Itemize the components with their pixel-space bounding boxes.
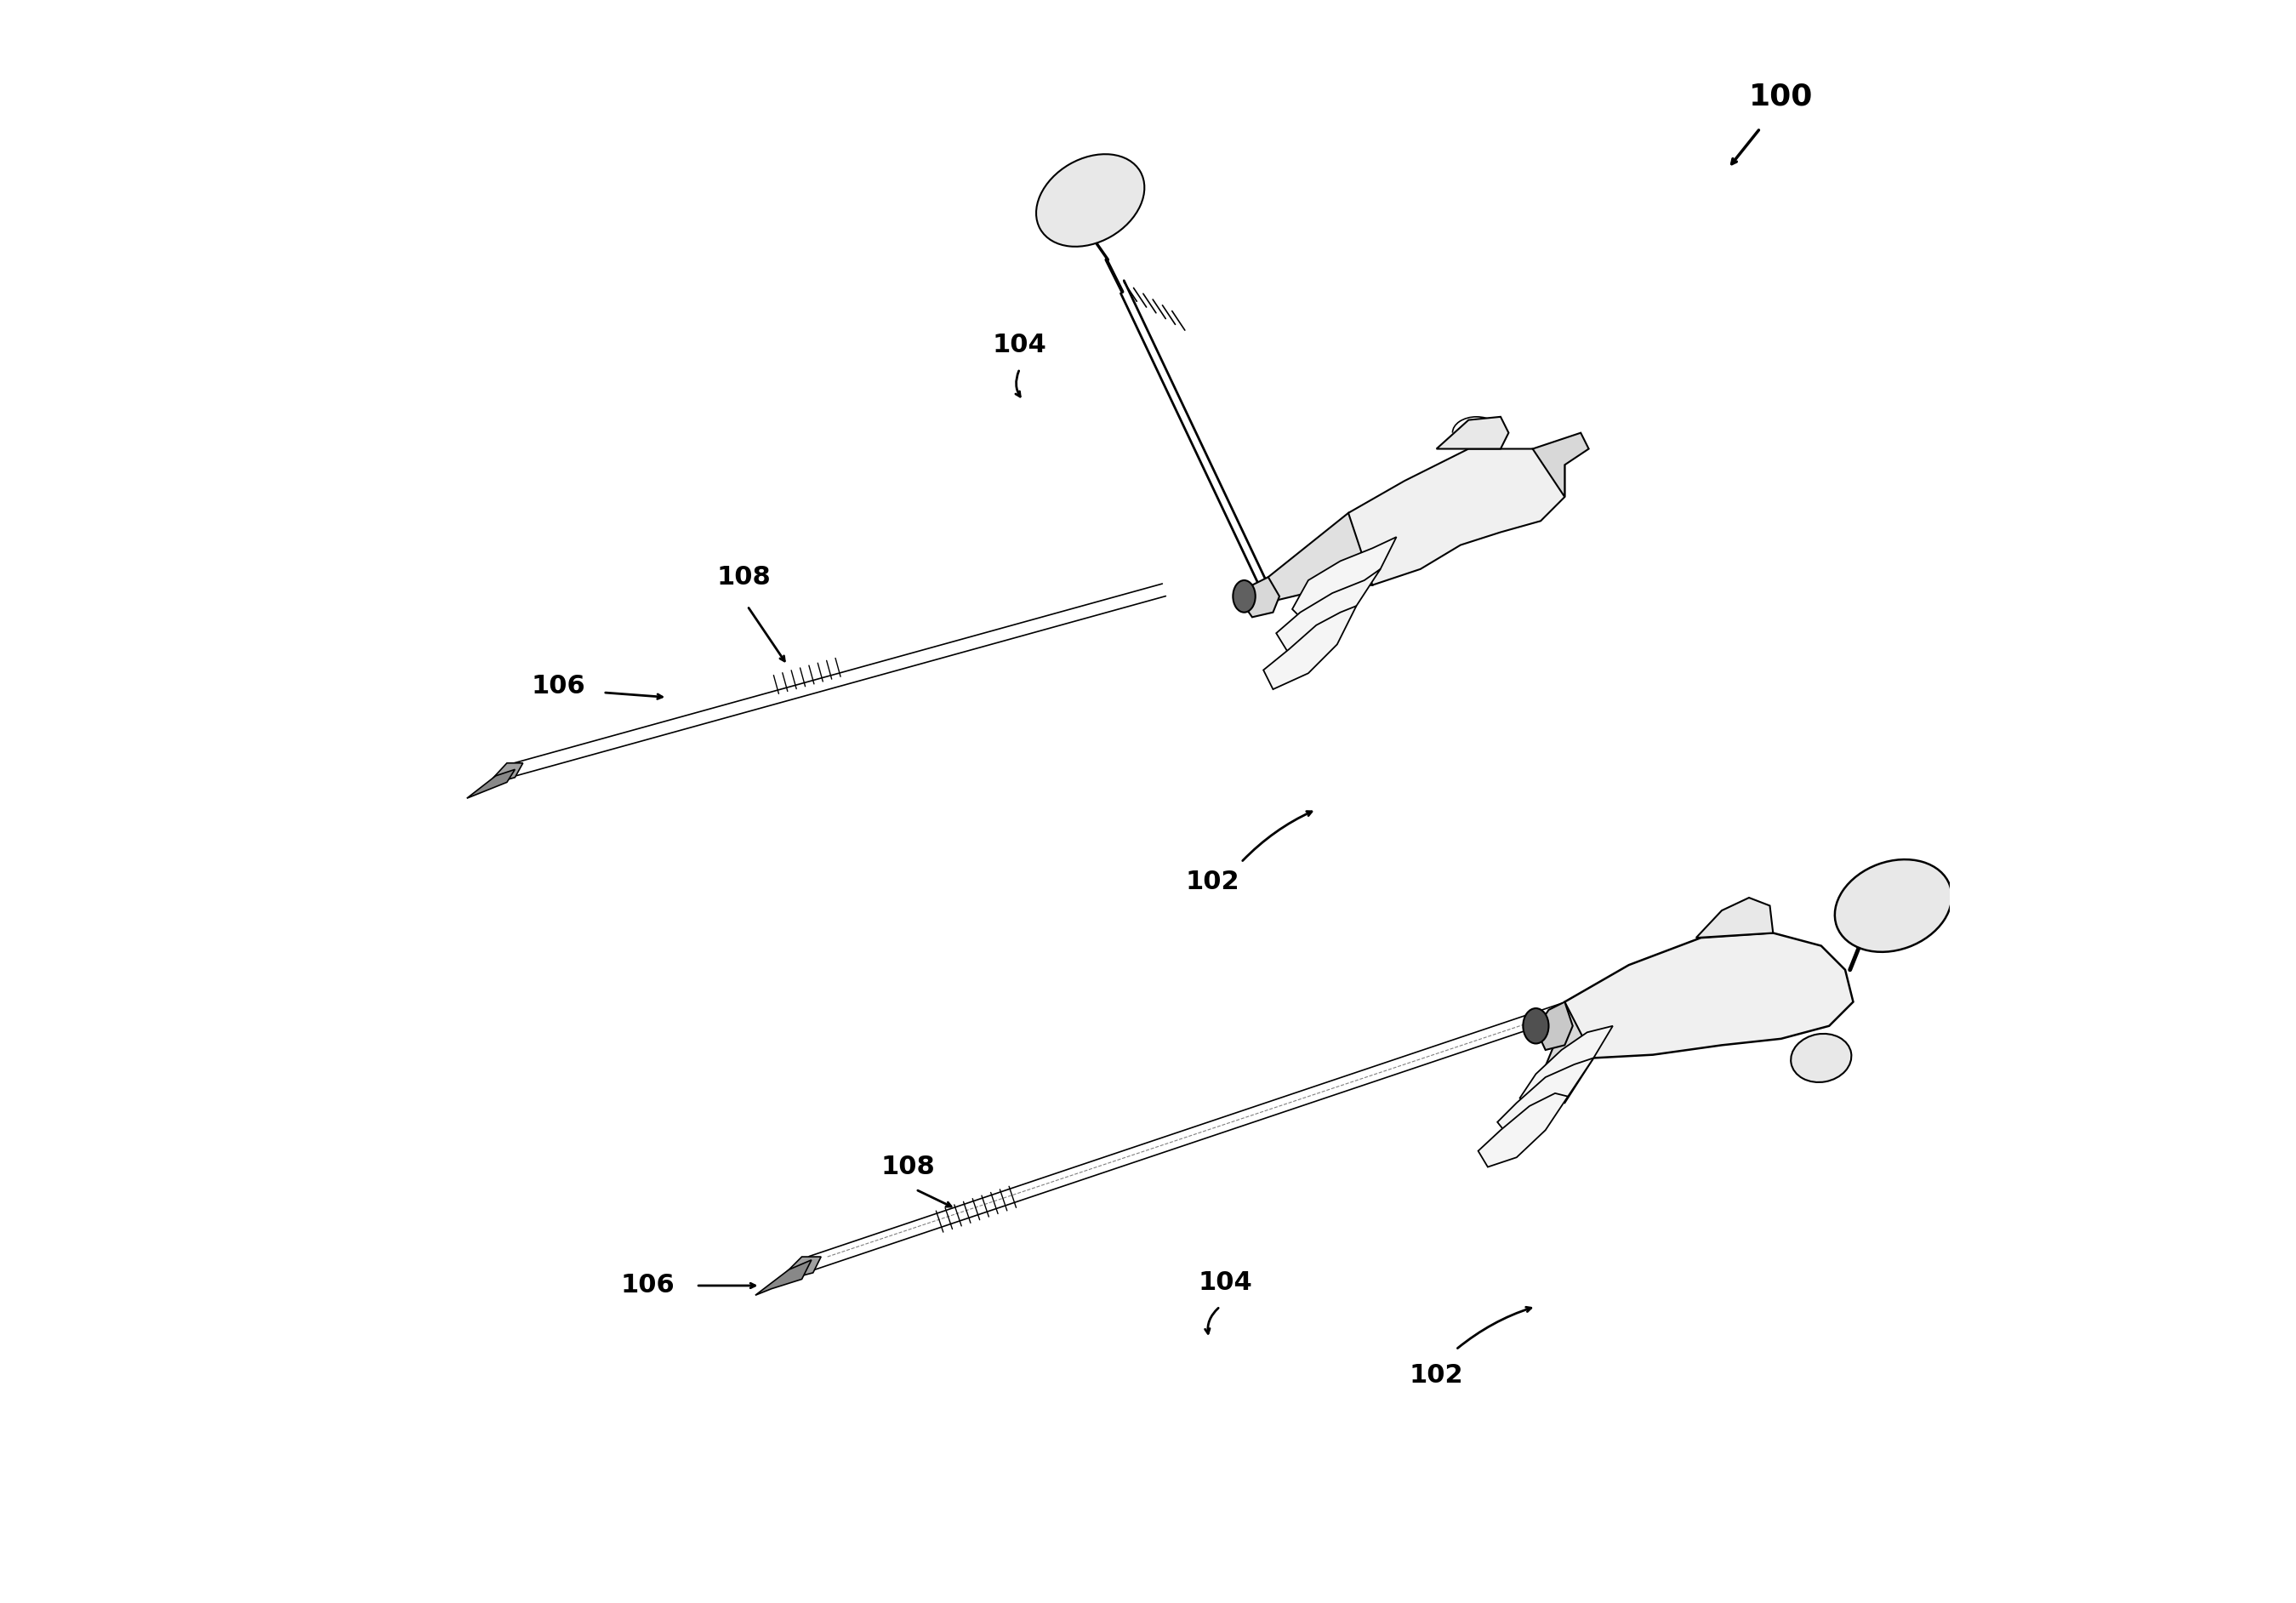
Text: 106: 106 <box>620 1273 675 1298</box>
Polygon shape <box>776 1257 822 1282</box>
Polygon shape <box>1293 537 1396 625</box>
Polygon shape <box>1536 1002 1573 1050</box>
Polygon shape <box>1263 606 1357 689</box>
Ellipse shape <box>1522 1008 1550 1044</box>
Polygon shape <box>1545 1002 1593 1103</box>
Polygon shape <box>1341 449 1564 585</box>
Polygon shape <box>1697 898 1773 938</box>
Polygon shape <box>1479 1093 1568 1167</box>
Text: 100: 100 <box>1750 82 1814 111</box>
Polygon shape <box>755 1260 810 1295</box>
Text: 106: 106 <box>530 673 585 699</box>
Ellipse shape <box>1835 859 1952 952</box>
Ellipse shape <box>1233 580 1256 612</box>
Text: 104: 104 <box>1199 1270 1251 1295</box>
Polygon shape <box>1557 933 1853 1058</box>
Polygon shape <box>1277 569 1380 654</box>
Text: 104: 104 <box>992 332 1047 357</box>
Polygon shape <box>1437 417 1508 449</box>
Text: 102: 102 <box>1410 1363 1463 1388</box>
Ellipse shape <box>1791 1034 1851 1082</box>
Polygon shape <box>1497 1058 1593 1138</box>
Text: 108: 108 <box>716 564 771 590</box>
Polygon shape <box>466 769 514 798</box>
Polygon shape <box>1240 577 1279 617</box>
Polygon shape <box>1534 433 1589 497</box>
Ellipse shape <box>1035 154 1143 247</box>
Text: 108: 108 <box>879 1154 934 1180</box>
Polygon shape <box>1520 1026 1612 1114</box>
Text: 102: 102 <box>1185 869 1240 894</box>
Polygon shape <box>487 763 523 785</box>
Polygon shape <box>1267 513 1373 601</box>
